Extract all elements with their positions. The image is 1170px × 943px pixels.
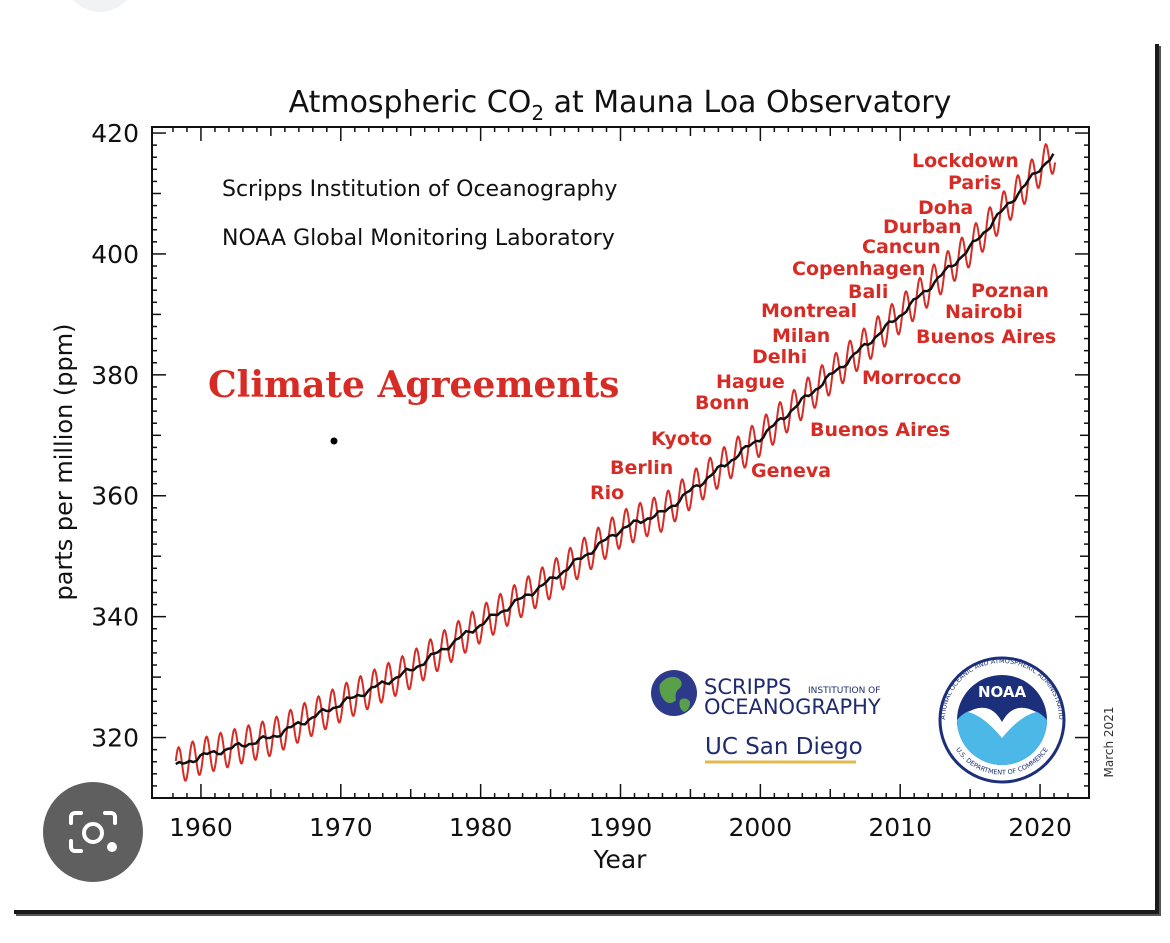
annotation-kyoto: Kyoto bbox=[651, 428, 712, 450]
y-tick-labels: 320 340 360 380 400 420 bbox=[91, 119, 139, 753]
climate-agreements-heading: Climate Agreements bbox=[208, 364, 619, 406]
x-tick-label-1990: 1990 bbox=[589, 813, 653, 842]
scripps-oceanography: OCEANOGRAPHY bbox=[704, 695, 881, 719]
annotation-nairobi: Nairobi bbox=[945, 301, 1023, 323]
annotation-doha: Doha bbox=[918, 197, 973, 219]
credit-noaa: NOAA Global Monitoring Laboratory bbox=[222, 226, 615, 251]
y-axis-label: parts per million (ppm) bbox=[50, 324, 78, 601]
y-tick-label-360: 360 bbox=[91, 482, 139, 511]
title-subscript: 2 bbox=[531, 101, 544, 125]
title-suffix: at Mauna Loa Observatory bbox=[544, 85, 951, 120]
credit-scripps: Scripps Institution of Oceanography bbox=[222, 177, 617, 202]
agreement-labels: Rio Berlin Kyoto Bonn Hague Geneva Bueno… bbox=[590, 150, 1056, 504]
annotation-milan: Milan bbox=[772, 325, 830, 347]
annotation-geneva: Geneva bbox=[751, 460, 831, 482]
annotation-cancun: Cancun bbox=[862, 236, 941, 258]
x-tick-label-2020: 2020 bbox=[1008, 813, 1072, 842]
axis-ticks bbox=[152, 127, 1089, 798]
annotation-poznan: Poznan bbox=[971, 280, 1049, 302]
scripps-name: SCRIPPS bbox=[704, 675, 791, 699]
y-tick-label-340: 340 bbox=[91, 603, 139, 632]
y-tick-label-380: 380 bbox=[91, 361, 139, 390]
title-prefix: Atmospheric CO bbox=[289, 85, 532, 120]
annotation-lockdown: Lockdown bbox=[912, 150, 1019, 172]
camera-lens-icon bbox=[69, 811, 117, 853]
annotation-rio: Rio bbox=[590, 482, 624, 504]
lens-search-button[interactable] bbox=[43, 782, 143, 882]
noaa-wordmark: NOAA bbox=[978, 683, 1027, 701]
annotation-copenhagen: Copenhagen bbox=[792, 258, 925, 280]
x-axis-label: Year bbox=[593, 845, 648, 874]
y-tick-label-420: 420 bbox=[91, 119, 139, 148]
x-tick-label-1960: 1960 bbox=[169, 813, 233, 842]
y-tick-label-320: 320 bbox=[91, 724, 139, 753]
x-tick-label-1980: 1980 bbox=[449, 813, 513, 842]
annotation-hague: Hague bbox=[716, 371, 785, 393]
annotation-morrocco: Morrocco bbox=[862, 367, 961, 389]
x-tick-label-2000: 2000 bbox=[729, 813, 793, 842]
annotation-durban: Durban bbox=[883, 216, 962, 238]
scripps-logo: SCRIPPS INSTITUTION OF OCEANOGRAPHY UC S… bbox=[651, 670, 881, 764]
x-tick-label-2010: 2010 bbox=[868, 813, 932, 842]
x-tick-label-1970: 1970 bbox=[309, 813, 373, 842]
series-annual-trend bbox=[175, 153, 1055, 766]
annotation-bali: Bali bbox=[848, 281, 888, 303]
series-monthly-seasonal bbox=[174, 143, 1057, 782]
annotation-buenos-aires-1998: Buenos Aires bbox=[810, 419, 950, 441]
annotation-bonn: Bonn bbox=[695, 392, 750, 414]
annotation-montreal: Montreal bbox=[761, 300, 857, 322]
annotation-paris: Paris bbox=[948, 172, 1001, 194]
date-note: March 2021 bbox=[1102, 707, 1116, 778]
y-tick-label-400: 400 bbox=[91, 240, 139, 269]
x-tick-labels: 1960 1970 1980 1990 2000 2010 2020 bbox=[169, 813, 1072, 842]
ucsd-wordmark: UC San Diego bbox=[705, 734, 863, 760]
annotation-delhi: Delhi bbox=[752, 346, 807, 368]
scripps-small-text: INSTITUTION OF bbox=[808, 686, 880, 696]
stray-dot bbox=[330, 437, 338, 445]
chart-title: Atmospheric CO2 at Mauna Loa Observatory bbox=[289, 85, 952, 125]
annotation-berlin: Berlin bbox=[610, 457, 673, 479]
annotation-buenos-aires-2004: Buenos Aires bbox=[916, 326, 1056, 348]
